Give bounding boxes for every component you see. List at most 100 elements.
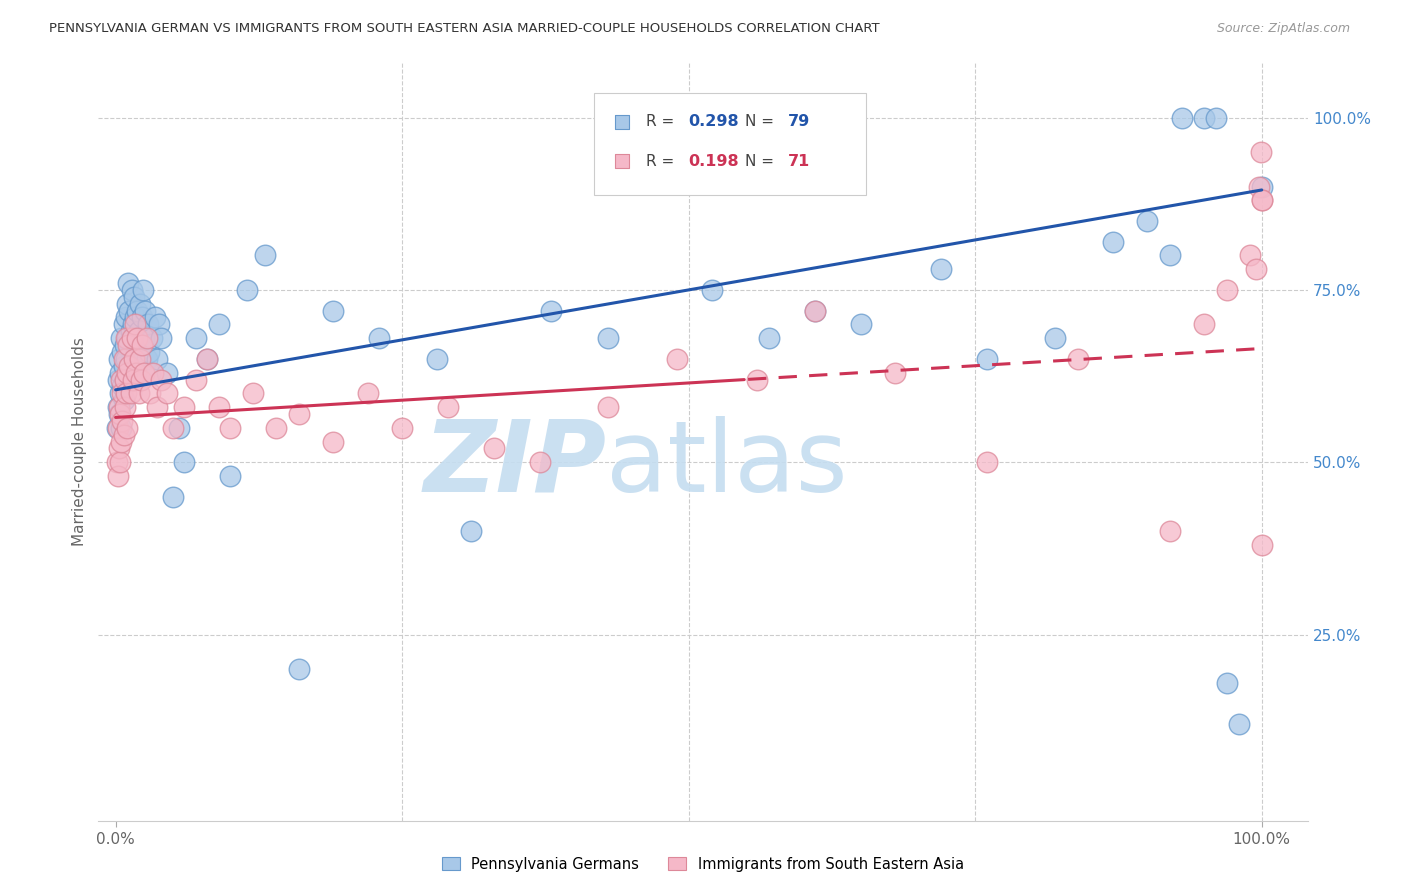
Point xyxy=(156,386,179,401)
Point xyxy=(110,331,132,345)
Point xyxy=(115,386,138,401)
Point xyxy=(849,318,872,332)
Point xyxy=(115,310,138,325)
Point xyxy=(368,331,391,345)
Point xyxy=(242,386,264,401)
Point xyxy=(107,421,129,435)
FancyBboxPatch shape xyxy=(595,93,866,195)
Point xyxy=(134,303,156,318)
Y-axis label: Married-couple Households: Married-couple Households xyxy=(72,337,87,546)
Point xyxy=(122,290,145,304)
Point xyxy=(131,338,153,352)
Point xyxy=(929,262,952,277)
Point xyxy=(1249,179,1271,194)
Point xyxy=(138,345,160,359)
Point xyxy=(141,331,163,345)
Point xyxy=(148,318,170,332)
Point xyxy=(121,283,143,297)
Point xyxy=(105,455,128,469)
Point xyxy=(1194,111,1216,125)
Point xyxy=(1045,331,1067,345)
Point xyxy=(1159,248,1181,262)
Point xyxy=(167,421,190,435)
Point xyxy=(150,372,173,386)
Point xyxy=(120,324,142,338)
Point xyxy=(1216,675,1239,690)
Point xyxy=(1159,524,1181,538)
Point xyxy=(142,366,165,380)
Point xyxy=(134,331,156,345)
Point xyxy=(460,524,482,538)
Point xyxy=(598,331,620,345)
Point xyxy=(107,469,129,483)
Point xyxy=(600,164,623,178)
Point xyxy=(108,386,131,401)
Text: atlas: atlas xyxy=(606,416,848,513)
Point xyxy=(173,455,195,469)
Point xyxy=(114,372,136,386)
Point xyxy=(1101,235,1123,249)
Point xyxy=(125,366,148,380)
Point xyxy=(135,351,157,366)
Point xyxy=(1194,318,1216,332)
Point xyxy=(105,421,128,435)
Point xyxy=(114,338,136,352)
Point xyxy=(700,283,723,297)
Point xyxy=(128,324,150,338)
Point xyxy=(184,372,207,386)
Point xyxy=(117,338,139,352)
Point xyxy=(666,351,689,366)
Point xyxy=(121,331,143,345)
Point xyxy=(598,400,620,414)
Text: N =: N = xyxy=(745,114,779,129)
Point xyxy=(128,296,150,310)
Point xyxy=(288,662,311,676)
Point xyxy=(122,351,145,366)
Text: 0.198: 0.198 xyxy=(689,153,740,169)
Point xyxy=(107,372,129,386)
Point xyxy=(195,351,218,366)
Point xyxy=(288,407,311,421)
Point xyxy=(139,366,162,380)
Point xyxy=(139,386,162,401)
Point xyxy=(1250,538,1272,552)
Point xyxy=(803,303,825,318)
Point xyxy=(264,421,287,435)
Point xyxy=(124,318,146,332)
Point xyxy=(391,421,413,435)
Point xyxy=(112,318,135,332)
Point xyxy=(110,434,132,449)
Point xyxy=(156,366,179,380)
Point xyxy=(115,331,138,345)
Text: 79: 79 xyxy=(787,114,810,129)
Point xyxy=(108,351,131,366)
Point xyxy=(108,455,131,469)
Point xyxy=(121,318,143,332)
Point xyxy=(322,434,344,449)
Point xyxy=(135,331,157,345)
Point xyxy=(136,318,159,332)
Point xyxy=(114,372,136,386)
Point xyxy=(132,283,155,297)
Point xyxy=(110,372,132,386)
Point xyxy=(115,351,138,366)
Point xyxy=(1205,111,1227,125)
Point xyxy=(122,331,145,345)
Point xyxy=(129,372,152,386)
Point xyxy=(1136,214,1159,228)
Text: 71: 71 xyxy=(787,153,810,169)
Point xyxy=(108,407,131,421)
Text: 0.298: 0.298 xyxy=(689,114,740,129)
Point xyxy=(747,372,769,386)
Point xyxy=(112,427,135,442)
Point xyxy=(529,455,551,469)
Point xyxy=(1216,283,1239,297)
Point xyxy=(1239,248,1261,262)
Text: N =: N = xyxy=(745,153,779,169)
Point xyxy=(146,400,169,414)
Point xyxy=(143,310,166,325)
Point xyxy=(127,303,149,318)
Point xyxy=(112,393,135,408)
Point xyxy=(121,372,143,386)
Point xyxy=(131,310,153,325)
